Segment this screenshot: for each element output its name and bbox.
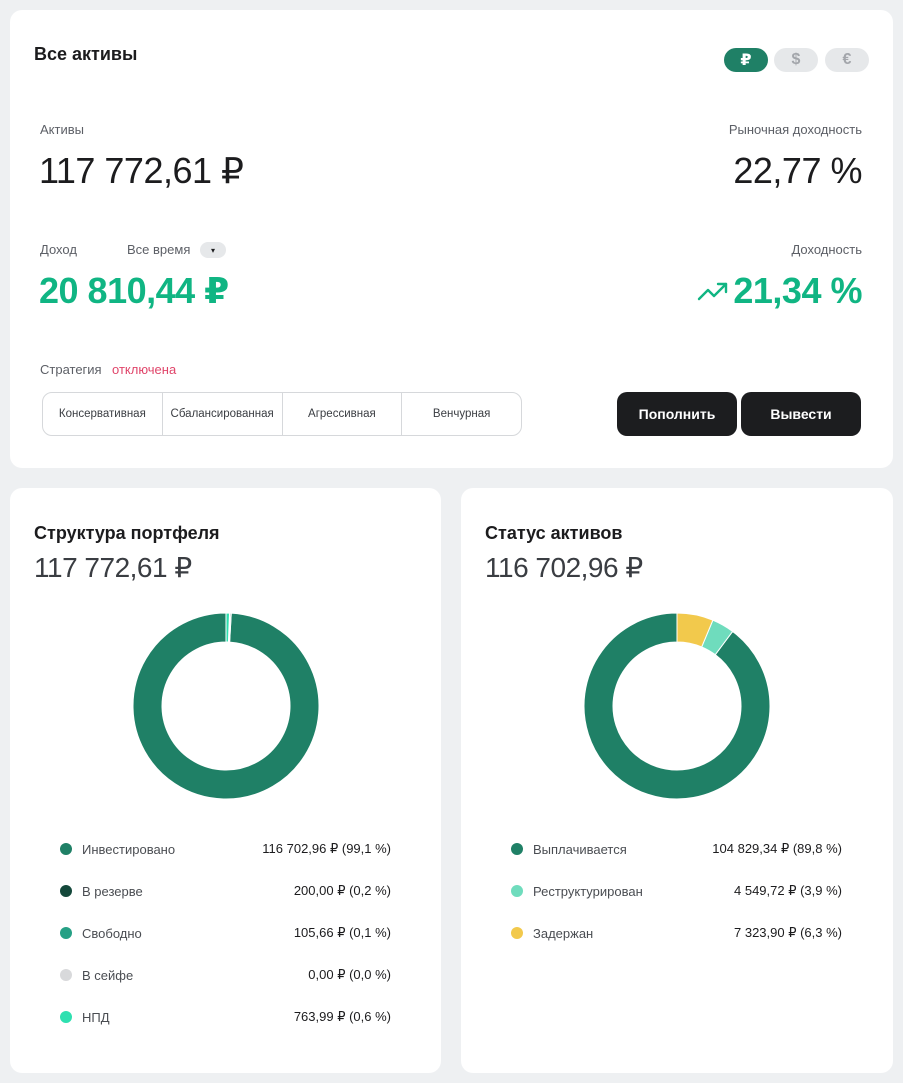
strategy-aggressive[interactable]: Агрессивная [283, 393, 403, 435]
legend-name: В резерве [82, 883, 143, 899]
legend-value: 0,00 ₽ (0,0 %) [308, 967, 391, 982]
legend-name: Выплачивается [533, 841, 627, 857]
period-dropdown-button[interactable]: ▾ [200, 242, 226, 258]
yield-label: Доходность [791, 242, 862, 257]
legend-dot [511, 843, 523, 855]
overview-card: Все активы ₽ $ € Активы 117 772,61 ₽ Рын… [10, 10, 893, 468]
period-label[interactable]: Все время [127, 242, 191, 257]
currency-usd-button[interactable]: $ [774, 48, 818, 72]
legend-dot [511, 885, 523, 897]
legend-name: Реструктурирован [533, 883, 643, 899]
legend-value: 763,99 ₽ (0,6 %) [293, 1009, 391, 1024]
legend-dot [511, 927, 523, 939]
strategy-selector: Консервативная Сбалансированная Агрессив… [42, 392, 522, 436]
status-donut-chart [584, 613, 770, 799]
legend-value: 7 323,90 ₽ (6,3 %) [734, 925, 842, 940]
legend-item-paying: Выплачивается 104 829,34 ₽ (89,8 %) [511, 839, 842, 859]
income-value: 20 810,44 ₽ [39, 270, 229, 311]
chevron-down-icon: ▾ [210, 245, 215, 255]
legend-value: 105,66 ₽ (0,1 %) [293, 925, 391, 940]
legend-dot [60, 885, 72, 897]
legend-name: Задержан [533, 925, 594, 941]
deposit-button[interactable]: Пополнить [617, 392, 737, 436]
portfolio-donut-chart [133, 613, 319, 799]
strategy-status: отключена [112, 362, 177, 377]
legend-item-delayed: Задержан 7 323,90 ₽ (6,3 %) [511, 923, 842, 943]
strategy-balanced[interactable]: Сбалансированная [163, 393, 283, 435]
legend-name: В сейфе [82, 967, 134, 983]
strategy-conservative[interactable]: Консервативная [43, 393, 163, 435]
yield-block: 21,34 % [697, 270, 862, 312]
legend-name: НПД [82, 1009, 110, 1025]
assets-label: Активы [40, 122, 84, 137]
asset-status-card: Статус активов 116 702,96 ₽ Выплачиваетс… [461, 488, 893, 1073]
status-total: 116 702,96 ₽ [485, 552, 643, 583]
withdraw-button[interactable]: Вывести [741, 392, 861, 436]
legend-name: Инвестировано [82, 841, 176, 857]
currency-rub-button[interactable]: ₽ [724, 48, 768, 72]
income-label: Доход [40, 242, 77, 257]
status-slice-2 [676, 613, 714, 648]
legend-value: 4 549,72 ₽ (3,9 %) [734, 883, 842, 898]
currency-eur-button[interactable]: € [825, 48, 869, 72]
market-yield-label: Рыночная доходность [728, 122, 862, 137]
assets-value: 117 772,61 ₽ [39, 150, 244, 191]
trend-up-icon [698, 282, 728, 301]
legend-dot [60, 843, 72, 855]
strategy-venture[interactable]: Венчурная [432, 408, 491, 420]
legend-value: 104 829,34 ₽ (89,8 %) [712, 841, 842, 856]
strategy-label: Стратегия [40, 362, 102, 377]
portfolio-title: Структура портфеля [34, 523, 220, 543]
legend-item-free: Свободно 105,66 ₽ (0,1 %) [60, 923, 391, 943]
portfolio-structure-card: Структура портфеля 117 772,61 ₽ Инвестир… [10, 488, 441, 1073]
legend-item-safe: В сейфе 0,00 ₽ (0,0 %) [60, 965, 391, 985]
portfolio-slice-4 [225, 613, 231, 643]
legend-value: 200,00 ₽ (0,2 %) [293, 883, 391, 898]
status-slice-0 [584, 613, 770, 799]
yield-value: 21,34 % [733, 270, 862, 311]
market-yield-value: 22,77 % [733, 150, 862, 191]
portfolio-total: 117 772,61 ₽ [34, 552, 192, 583]
legend-dot [60, 1011, 72, 1023]
legend-name: Свободно [82, 925, 142, 941]
status-title: Статус активов [485, 523, 623, 543]
overview-title: Все активы [34, 44, 138, 64]
legend-item-reserve: В резерве 200,00 ₽ (0,2 %) [60, 881, 391, 901]
legend-dot [60, 927, 72, 939]
legend-dot [60, 969, 72, 981]
legend-item-restructured: Реструктурирован 4 549,72 ₽ (3,9 %) [511, 881, 842, 901]
legend-item-npd: НПД 763,99 ₽ (0,6 %) [60, 1007, 391, 1027]
portfolio-slice-0 [133, 613, 319, 799]
legend-item-invested: Инвестировано 116 702,96 ₽ (99,1 %) [60, 839, 391, 859]
legend-value: 116 702,96 ₽ (99,1 %) [262, 841, 391, 856]
